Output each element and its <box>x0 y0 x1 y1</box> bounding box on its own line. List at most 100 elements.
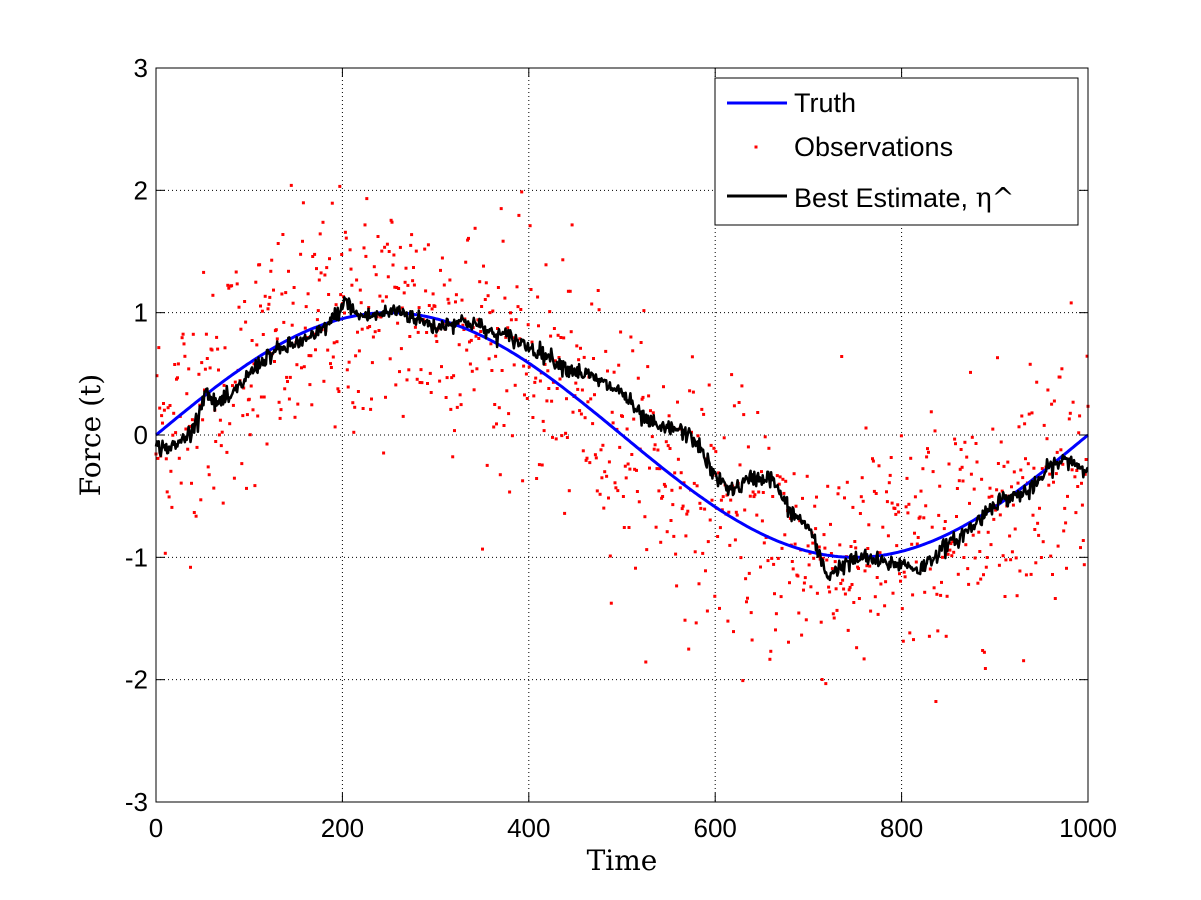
observation-point <box>872 489 876 493</box>
observation-point <box>433 304 437 308</box>
observation-point <box>843 496 846 500</box>
observation-point <box>1036 521 1040 525</box>
observation-point <box>373 330 377 334</box>
observation-point <box>644 660 648 664</box>
observation-point <box>867 523 871 527</box>
observation-point <box>585 456 589 460</box>
observation-point <box>523 393 526 397</box>
observation-point <box>343 230 347 234</box>
observation-point <box>261 333 265 336</box>
observation-point <box>553 359 557 363</box>
observation-point <box>704 569 707 573</box>
observation-point <box>840 355 844 358</box>
observation-point <box>846 628 850 632</box>
observation-point <box>974 442 978 445</box>
observation-point <box>916 536 920 539</box>
observation-point <box>687 647 691 651</box>
observation-point <box>332 341 336 345</box>
observation-point <box>652 447 656 451</box>
observation-point <box>732 404 736 408</box>
observation-point <box>658 467 662 471</box>
observation-point <box>1051 573 1054 576</box>
y-axis-title: Force (t) <box>74 374 107 496</box>
observation-point <box>403 280 407 284</box>
observation-point <box>540 463 544 467</box>
observation-point <box>802 581 806 585</box>
observation-point <box>973 556 977 560</box>
observation-point <box>957 479 961 483</box>
observation-point <box>361 407 365 410</box>
observation-point <box>654 525 658 529</box>
observation-point <box>1052 480 1055 484</box>
observation-point <box>569 330 573 334</box>
observation-point <box>602 506 606 510</box>
observation-point <box>1058 375 1062 379</box>
observation-point <box>485 463 489 467</box>
observation-point <box>339 293 343 297</box>
observation-point <box>927 450 930 454</box>
observation-point <box>797 611 801 615</box>
observation-point <box>440 365 443 369</box>
observation-point <box>407 368 411 372</box>
observation-point <box>670 488 674 492</box>
observation-point <box>895 544 899 548</box>
observation-point <box>189 565 192 569</box>
observation-point <box>635 468 638 472</box>
observation-point <box>195 445 199 449</box>
observation-point <box>301 201 305 205</box>
observation-point <box>788 581 791 585</box>
observation-point <box>832 616 836 620</box>
observation-point <box>669 519 673 522</box>
observation-point <box>1078 414 1082 418</box>
observation-point <box>275 337 279 341</box>
observation-point <box>556 333 560 337</box>
observation-point <box>249 384 253 388</box>
observation-point <box>725 493 729 497</box>
observation-point <box>413 325 417 329</box>
observation-point <box>1074 511 1078 515</box>
observation-point <box>245 486 248 490</box>
observation-point <box>937 513 941 517</box>
observation-point <box>157 346 161 350</box>
observation-point <box>782 491 786 495</box>
observation-point <box>579 412 583 416</box>
observation-point <box>252 362 256 366</box>
observation-point <box>488 311 492 315</box>
observation-point <box>735 513 739 517</box>
observation-point <box>811 541 815 545</box>
observation-point <box>235 282 239 286</box>
observation-point <box>372 265 376 269</box>
observation-point <box>819 620 823 624</box>
observation-point <box>493 403 497 406</box>
observation-point <box>667 414 671 418</box>
observation-point <box>1034 561 1038 565</box>
observation-point <box>732 630 735 634</box>
observation-point <box>400 306 404 310</box>
observation-point <box>845 480 849 484</box>
observation-point <box>480 305 484 308</box>
observation-point <box>166 406 170 410</box>
observation-point <box>999 440 1003 444</box>
observation-point <box>922 516 926 520</box>
observation-point <box>1009 558 1013 562</box>
observation-point <box>898 572 901 576</box>
x-tick-label: 800 <box>880 813 923 843</box>
observation-point <box>696 434 700 438</box>
observation-point <box>371 335 375 339</box>
observation-point <box>1054 472 1058 476</box>
observation-point <box>617 363 621 367</box>
observation-point <box>404 266 408 270</box>
observation-point <box>828 590 832 594</box>
observation-point <box>420 381 424 385</box>
observation-point <box>639 341 643 344</box>
observation-point <box>896 503 900 507</box>
observation-point <box>512 363 516 367</box>
observation-point <box>170 505 174 509</box>
observation-point <box>561 258 565 262</box>
observation-point <box>863 569 867 573</box>
observation-point <box>662 385 665 389</box>
observation-point <box>362 246 366 250</box>
observation-point <box>318 232 322 236</box>
observation-point <box>161 421 164 425</box>
observation-point <box>918 515 922 519</box>
